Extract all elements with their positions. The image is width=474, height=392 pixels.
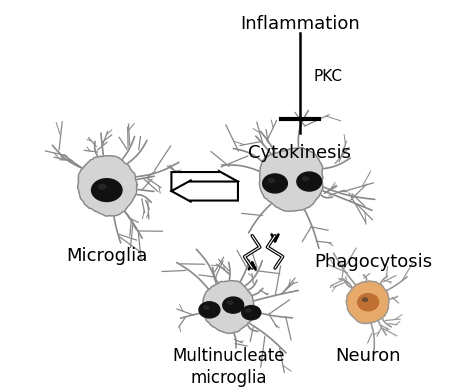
- Polygon shape: [172, 181, 238, 201]
- Text: Neuron: Neuron: [336, 347, 401, 365]
- Text: Inflammation: Inflammation: [240, 15, 360, 33]
- Ellipse shape: [358, 294, 379, 311]
- Ellipse shape: [263, 174, 287, 193]
- Text: Multinucleate
microglia: Multinucleate microglia: [172, 347, 285, 387]
- Polygon shape: [346, 281, 389, 323]
- Polygon shape: [203, 281, 254, 333]
- Polygon shape: [78, 156, 137, 216]
- Text: Microglia: Microglia: [66, 247, 147, 265]
- Ellipse shape: [363, 298, 368, 301]
- Ellipse shape: [246, 309, 251, 312]
- Text: PKC: PKC: [314, 69, 343, 83]
- Ellipse shape: [199, 302, 220, 318]
- Text: Cytokinesis: Cytokinesis: [248, 145, 351, 162]
- Ellipse shape: [268, 179, 274, 183]
- Ellipse shape: [242, 306, 261, 320]
- Ellipse shape: [297, 172, 321, 191]
- Text: Phagocytosis: Phagocytosis: [314, 253, 432, 271]
- Ellipse shape: [223, 297, 244, 313]
- Ellipse shape: [228, 301, 233, 304]
- Ellipse shape: [99, 184, 106, 189]
- Polygon shape: [172, 171, 238, 192]
- Ellipse shape: [204, 306, 209, 309]
- Ellipse shape: [302, 177, 309, 181]
- Polygon shape: [259, 147, 323, 211]
- Ellipse shape: [91, 179, 122, 201]
